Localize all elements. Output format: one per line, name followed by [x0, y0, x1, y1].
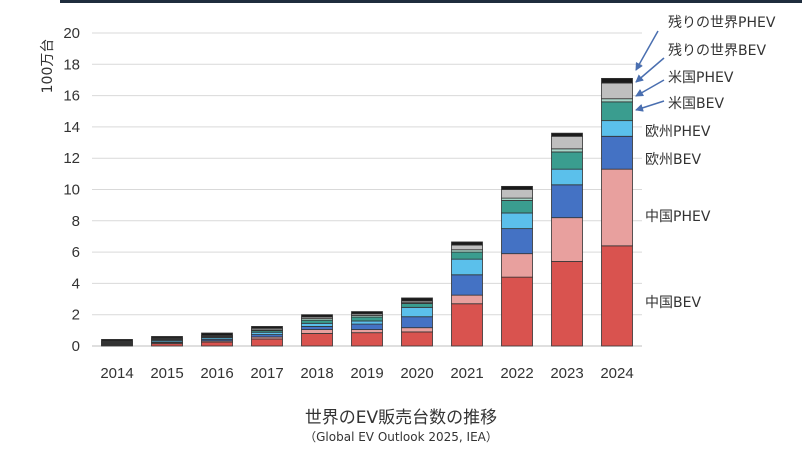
y-axis-label: 100万台	[40, 39, 56, 94]
bar-segment-2019-残りの世界PHEV	[351, 311, 383, 315]
bar-segment-2023-残りの世界PHEV	[551, 132, 583, 137]
bar-segment-2022-残りの世界BEV	[501, 189, 533, 199]
bar-segment-2022-中国BEV	[501, 276, 533, 347]
top-rule	[60, 0, 802, 3]
bar-segment-2020-中国PHEV	[401, 327, 433, 333]
bar-segment-2022-中国PHEV	[501, 253, 533, 278]
bar-segment-2024-米国PHEV	[601, 98, 633, 103]
x-tick-label: 2024	[600, 365, 633, 382]
bar-segment-2023-米国PHEV	[551, 148, 583, 153]
legend-label-米国PHEV: 米国PHEV	[668, 70, 734, 86]
chart-title: 世界のEV販売台数の推移	[304, 408, 498, 428]
bar-segment-2024-中国BEV	[601, 245, 633, 347]
bar-segment-2024-残りの世界BEV	[601, 82, 633, 100]
y-tick-label: 16	[63, 88, 80, 105]
grid-lines	[92, 32, 642, 347]
y-tick-label: 10	[63, 182, 80, 199]
y-tick-label: 8	[72, 213, 80, 230]
legend-label-欧州PHEV: 欧州PHEV	[645, 124, 711, 140]
bar-segment-2019-欧州PHEV	[351, 320, 383, 325]
bar-segment-2023-中国BEV	[551, 261, 583, 347]
bar-segment-2024-米国BEV	[601, 101, 633, 122]
legend-arrow-米国PHEV	[635, 79, 665, 97]
x-tick-label: 2020	[400, 365, 433, 382]
bar-segment-2021-残りの世界BEV	[451, 244, 483, 251]
bar-segment-2023-残りの世界BEV	[551, 135, 583, 150]
bar-segment-2020-欧州BEV	[401, 316, 433, 329]
bar-segment-2018-欧州BEV	[301, 326, 333, 330]
bar-segment-2018-中国BEV	[301, 333, 333, 347]
bar-segment-2024-中国PHEV	[601, 168, 633, 247]
legend-label-欧州BEV: 欧州BEV	[645, 152, 701, 168]
legend-label-米国BEV: 米国BEV	[668, 96, 724, 112]
bar-segment-2020-欧州PHEV	[401, 306, 433, 318]
legend-label-中国BEV: 中国BEV	[645, 295, 701, 311]
x-tick-label: 2015	[150, 365, 183, 382]
bar-segment-2016-残りの世界PHEV	[201, 332, 233, 336]
x-tick-label: 2023	[550, 365, 583, 382]
y-tick-label: 18	[63, 56, 80, 73]
x-tick-label: 2018	[300, 365, 333, 382]
bar-segment-2019-中国BEV	[351, 332, 383, 347]
bar-segment-2021-米国BEV	[451, 251, 483, 260]
bar-segment-2020-米国BEV	[401, 303, 433, 308]
y-tick-label: 4	[72, 275, 80, 292]
bar-segment-2023-米国BEV	[551, 151, 583, 170]
x-tick-label: 2021	[450, 365, 483, 382]
legend-label-中国PHEV: 中国PHEV	[645, 209, 711, 225]
bar-segment-2022-米国BEV	[501, 200, 533, 214]
x-tick-label: 2019	[350, 365, 383, 382]
bar-segment-2021-欧州PHEV	[451, 258, 483, 276]
y-tick-label: 14	[63, 119, 80, 136]
bar-segment-2023-欧州BEV	[551, 184, 583, 219]
bar-segment-2024-残りの世界PHEV	[601, 77, 633, 84]
chart-subtitle: （Global EV Outlook 2025, IEA）	[304, 430, 498, 444]
y-axis: 0 2 4 6 8 10 12 14 16 18 20	[63, 25, 80, 355]
y-tick-label: 20	[63, 25, 80, 42]
y-tick-label: 6	[72, 244, 80, 261]
bar-segment-2017-中国BEV	[251, 338, 283, 347]
bars	[101, 77, 633, 347]
bar-segment-2024-欧州BEV	[601, 135, 633, 170]
bar-segment-2020-残りの世界PHEV	[401, 297, 433, 302]
bar-segment-2021-中国BEV	[451, 303, 483, 347]
bar-segment-2016-中国BEV	[201, 341, 233, 347]
bar-segment-2022-欧州PHEV	[501, 212, 533, 230]
bar-segment-2019-中国PHEV	[351, 329, 383, 334]
bar-segment-2022-欧州BEV	[501, 228, 533, 255]
bar-segment-2014-残りの世界PHEV	[101, 339, 133, 342]
bar-segment-2018-残りの世界PHEV	[301, 314, 333, 318]
x-tick-label: 2014	[100, 365, 133, 382]
bar-segment-2023-欧州PHEV	[551, 168, 583, 186]
bar-segment-2021-中国PHEV	[451, 294, 483, 305]
y-tick-label: 2	[72, 307, 80, 324]
y-tick-label: 0	[72, 338, 80, 355]
bar-segment-2022-残りの世界PHEV	[501, 185, 533, 190]
x-tick-label: 2022	[500, 365, 533, 382]
x-tick-label: 2017	[250, 365, 283, 382]
y-tick-label: 12	[63, 150, 80, 167]
bar-segment-2023-中国PHEV	[551, 217, 583, 262]
legend-label-残りの世界BEV: 残りの世界BEV	[668, 43, 766, 59]
bar-segment-2017-残りの世界PHEV	[251, 326, 283, 329]
bar-segment-2018-米国BEV	[301, 319, 333, 324]
legend-arrow-残りの世界PHEV	[635, 30, 659, 71]
legend-arrow-米国BEV	[635, 100, 665, 112]
bar-segment-2015-残りの世界PHEV	[151, 336, 183, 339]
legend: 中国BEV 中国PHEV 欧州BEV 欧州PHEV 米国BEV 米国PHEV 残りの世界BE…	[635, 15, 776, 311]
bar-segment-2018-欧州PHEV	[301, 322, 333, 327]
legend-arrow-残りの世界BEV	[635, 57, 665, 83]
bar-segment-2018-中国PHEV	[301, 329, 333, 334]
bar-segment-2021-欧州BEV	[451, 274, 483, 296]
bar-segment-2024-欧州PHEV	[601, 120, 633, 137]
legend-label-残りの世界PHEV: 残りの世界PHEV	[668, 15, 776, 31]
x-tick-label: 2016	[200, 365, 233, 382]
bar-segment-2019-米国BEV	[351, 316, 383, 322]
bar-segment-2019-欧州BEV	[351, 323, 383, 330]
bar-segment-2021-残りの世界PHEV	[451, 241, 483, 246]
x-axis: 2014 2015 2016 2017 2018 2019 2020 2021 2022 2023…	[100, 365, 633, 382]
bar-segment-2020-中国BEV	[401, 331, 433, 347]
